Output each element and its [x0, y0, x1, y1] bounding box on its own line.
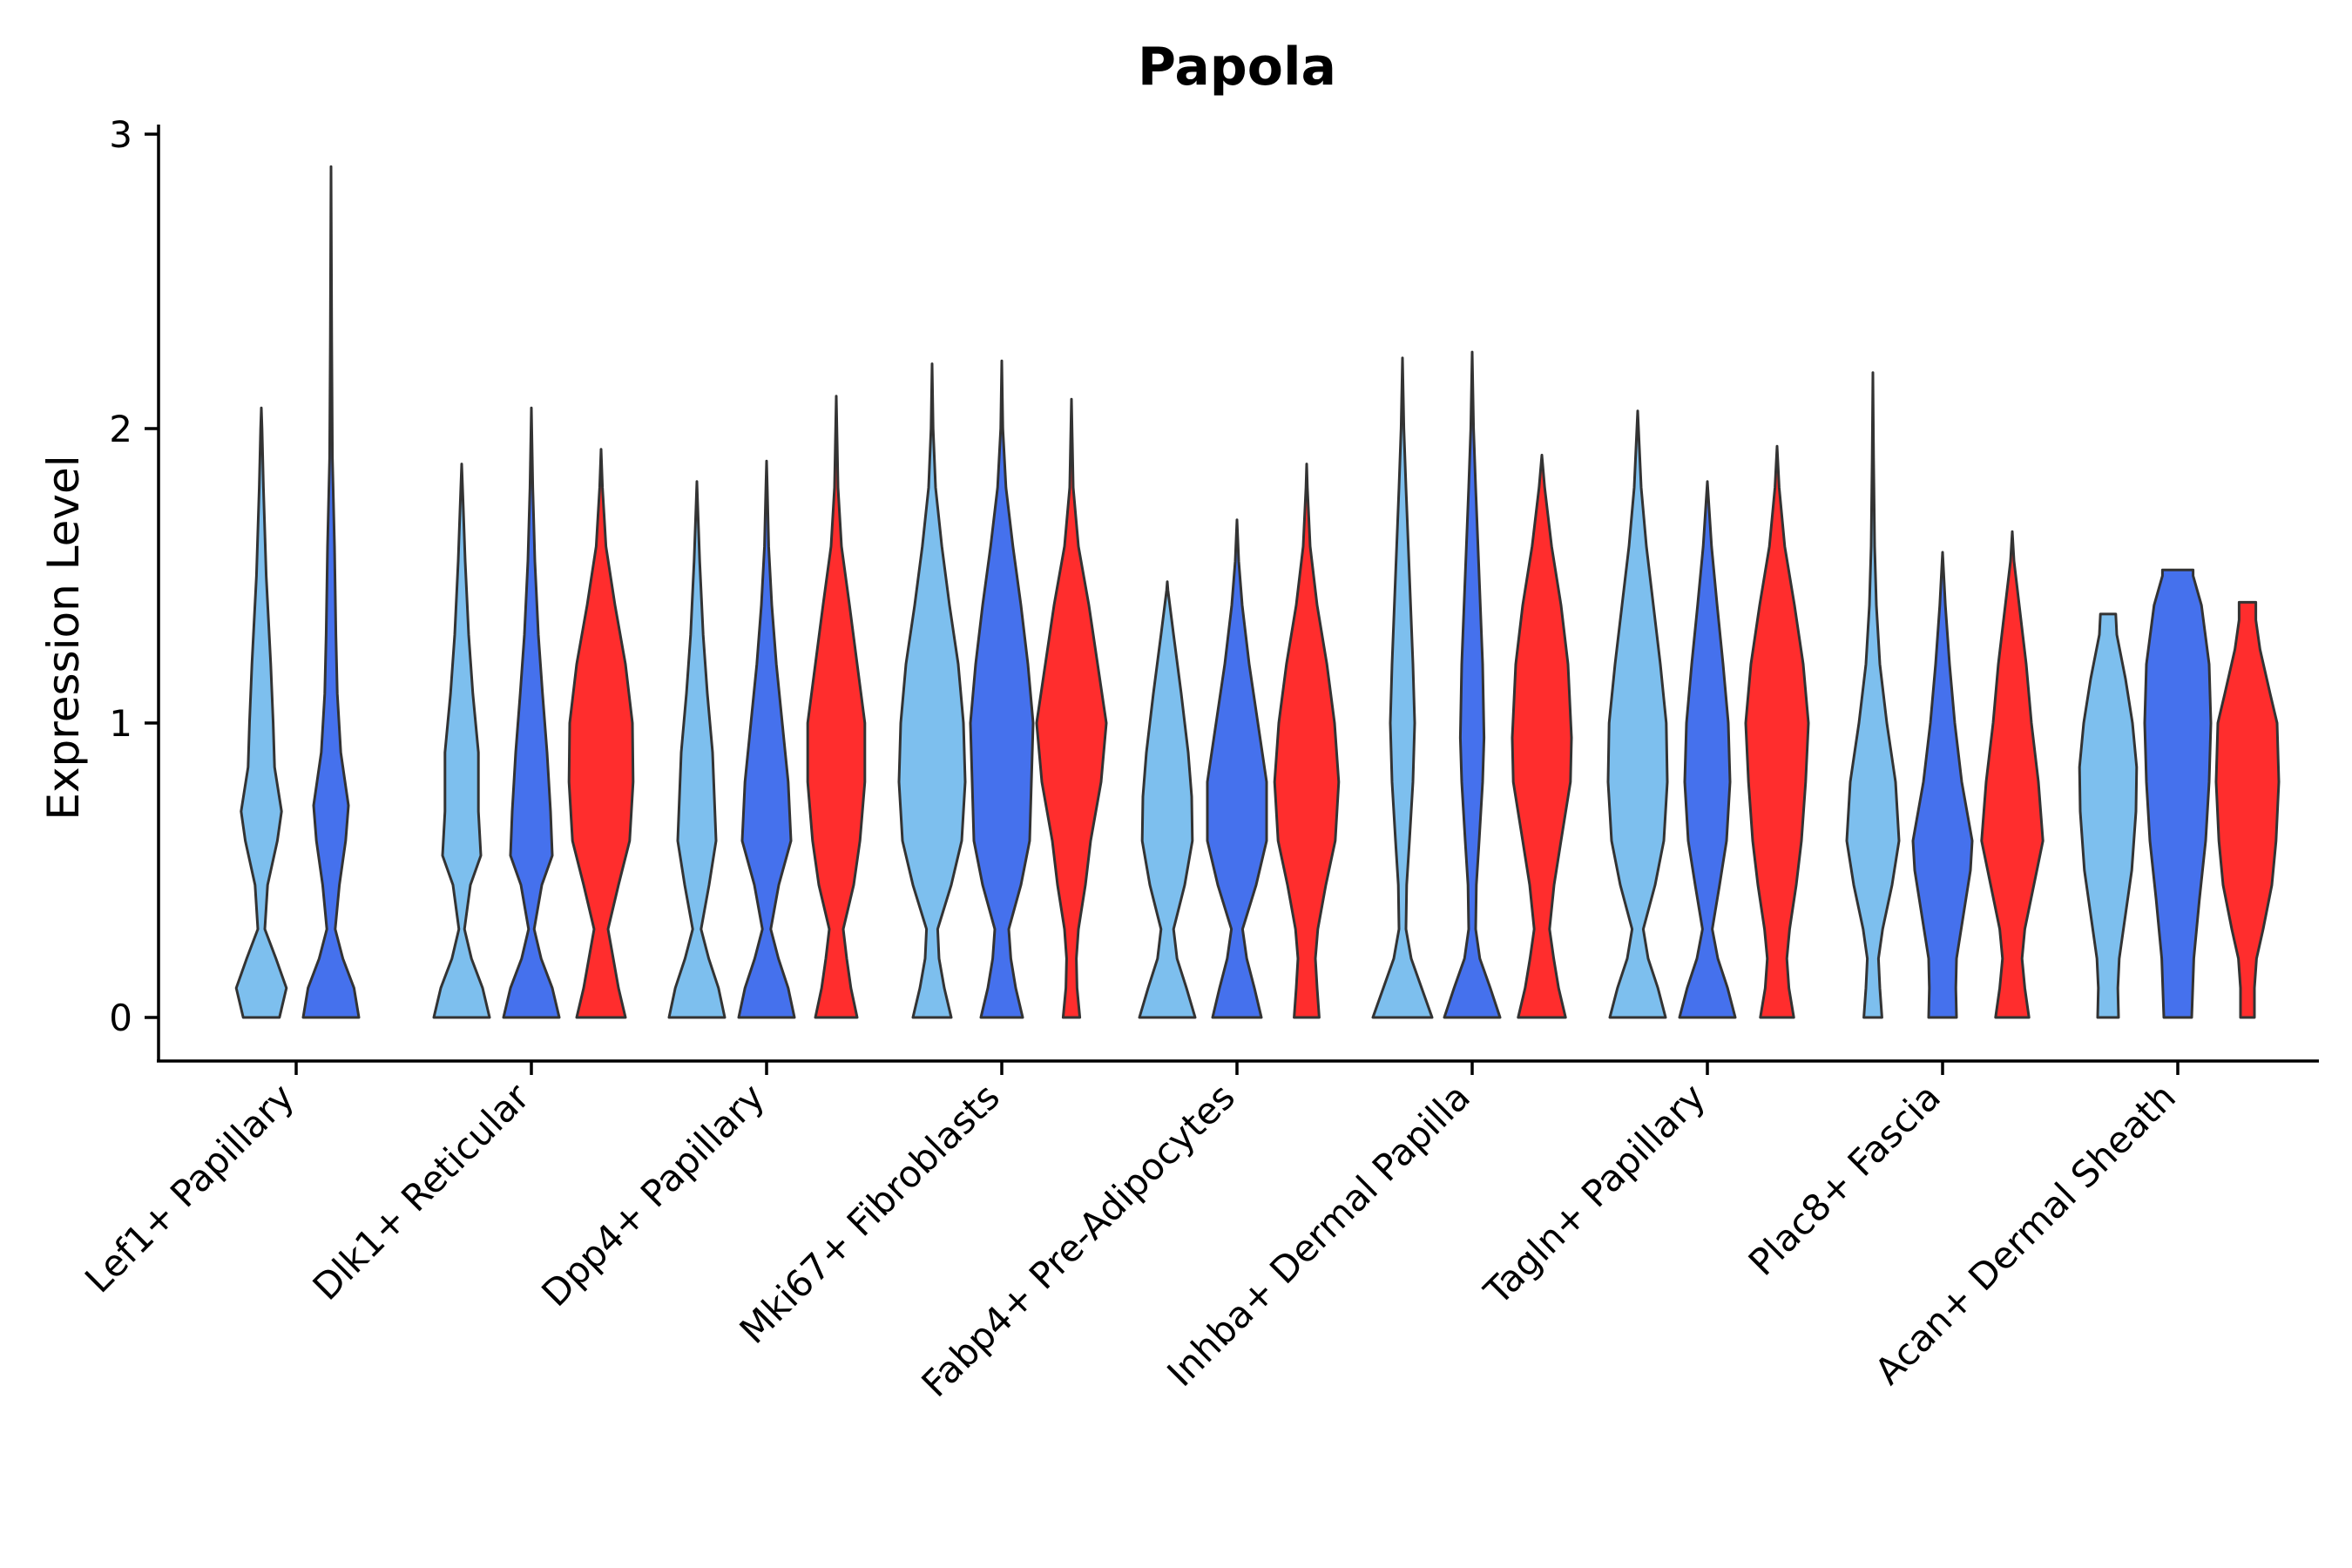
- violin-red: [1035, 397, 1108, 1019]
- violins-layer: [234, 165, 2281, 1019]
- y-tick-label: 3: [109, 113, 132, 156]
- violin-red: [567, 448, 635, 1019]
- violin-red: [806, 395, 867, 1019]
- y-tick-label: 0: [109, 997, 132, 1039]
- y-ticks: 0 1 2 3: [109, 113, 159, 1039]
- violin-blue: [1206, 518, 1268, 1019]
- violin-red: [2214, 600, 2281, 1019]
- violin-light: [432, 463, 491, 1019]
- violin-blue: [1678, 480, 1737, 1019]
- x-tick-label: Lef1+ Papillary: [77, 1075, 302, 1301]
- y-tick-label: 1: [109, 702, 132, 745]
- violin-light: [1138, 580, 1197, 1019]
- violin-blue: [737, 459, 796, 1019]
- x-tick-label: Tagln+ Papillary: [1476, 1075, 1713, 1313]
- violin-red: [1511, 453, 1573, 1019]
- y-axis-label: Expression Level: [38, 455, 89, 820]
- y-tick-label: 2: [109, 408, 132, 450]
- violin-blue: [502, 406, 561, 1019]
- violin-blue: [969, 359, 1035, 1019]
- chart-title: Papola: [1138, 37, 1336, 98]
- violin-blue: [2143, 568, 2213, 1019]
- violin-light: [1371, 356, 1434, 1019]
- x-tick-label: Plac8+ Fascia: [1740, 1075, 1949, 1283]
- violin-light: [897, 362, 967, 1019]
- violin-light: [1845, 371, 1901, 1019]
- violin-blue: [301, 165, 361, 1019]
- violin-light: [2078, 612, 2139, 1019]
- x-tick-label: Mki67+ Fibroblasts: [732, 1075, 1008, 1351]
- violin-red: [1980, 530, 2044, 1019]
- x-tick-label: Dpp4+ Papillary: [533, 1075, 773, 1315]
- violin-red: [1273, 463, 1341, 1019]
- x-tick-label: Dlk1+ Reticular: [305, 1075, 538, 1308]
- violin-blue: [1443, 350, 1502, 1019]
- violin-light: [667, 480, 727, 1019]
- violin-light: [1606, 409, 1669, 1019]
- violin-blue: [1911, 551, 1974, 1019]
- violin-light: [234, 406, 288, 1019]
- violin-red: [1744, 444, 1810, 1019]
